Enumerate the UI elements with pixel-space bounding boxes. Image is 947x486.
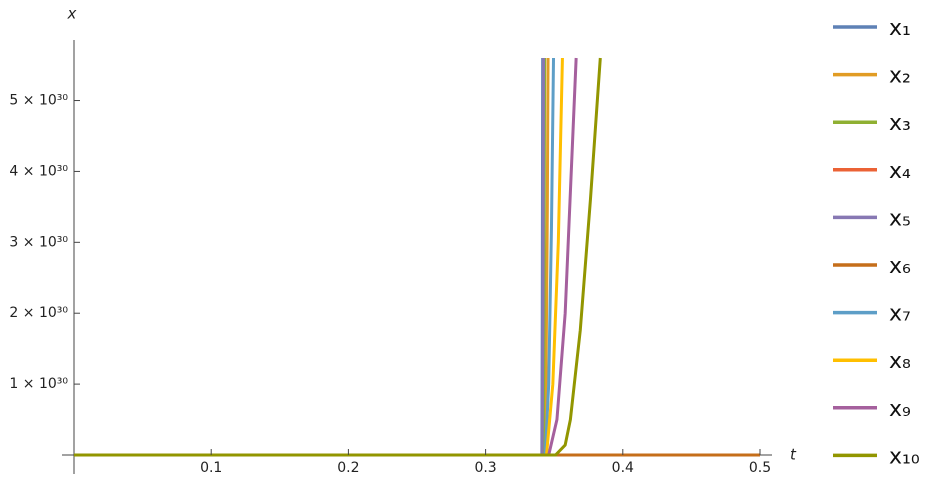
y-tick-label: 5 × 10³⁰ xyxy=(9,93,68,109)
series-line xyxy=(74,57,545,457)
x-axis-label: t xyxy=(790,446,797,464)
series-line xyxy=(74,57,602,457)
series-line xyxy=(74,57,556,457)
legend-label: x₁ xyxy=(889,16,911,41)
series-line xyxy=(74,57,547,457)
legend-label: x₆ xyxy=(889,254,911,279)
legend-label: x₇ xyxy=(889,302,911,327)
series-line xyxy=(74,57,578,457)
y-tick-label: 1 × 10³⁰ xyxy=(9,376,68,392)
series-line xyxy=(74,57,564,457)
x-tick-label: 0.5 xyxy=(749,460,771,476)
y-tick-label: 2 × 10³⁰ xyxy=(9,305,68,321)
series-line xyxy=(74,57,550,457)
legend-label: x₅ xyxy=(889,206,911,231)
y-axis-label: x xyxy=(67,5,77,23)
series-line xyxy=(74,57,545,457)
legend-label: x₃ xyxy=(889,111,911,136)
y-tick-label: 3 × 10³⁰ xyxy=(9,234,68,250)
legend-label: x₄ xyxy=(889,159,911,184)
legend-label: x₈ xyxy=(889,349,911,374)
x-tick-label: 0.1 xyxy=(200,460,222,476)
x-tick-label: 0.4 xyxy=(612,460,634,476)
plot-area xyxy=(74,57,760,457)
legend-label: x₂ xyxy=(889,64,911,89)
x-tick-label: 0.3 xyxy=(474,460,496,476)
x-tick-label: 0.2 xyxy=(337,460,359,476)
legend-label: x₉ xyxy=(889,397,911,422)
legend-label: x₁₀ xyxy=(889,444,920,469)
y-tick-label: 4 × 10³⁰ xyxy=(9,163,68,179)
